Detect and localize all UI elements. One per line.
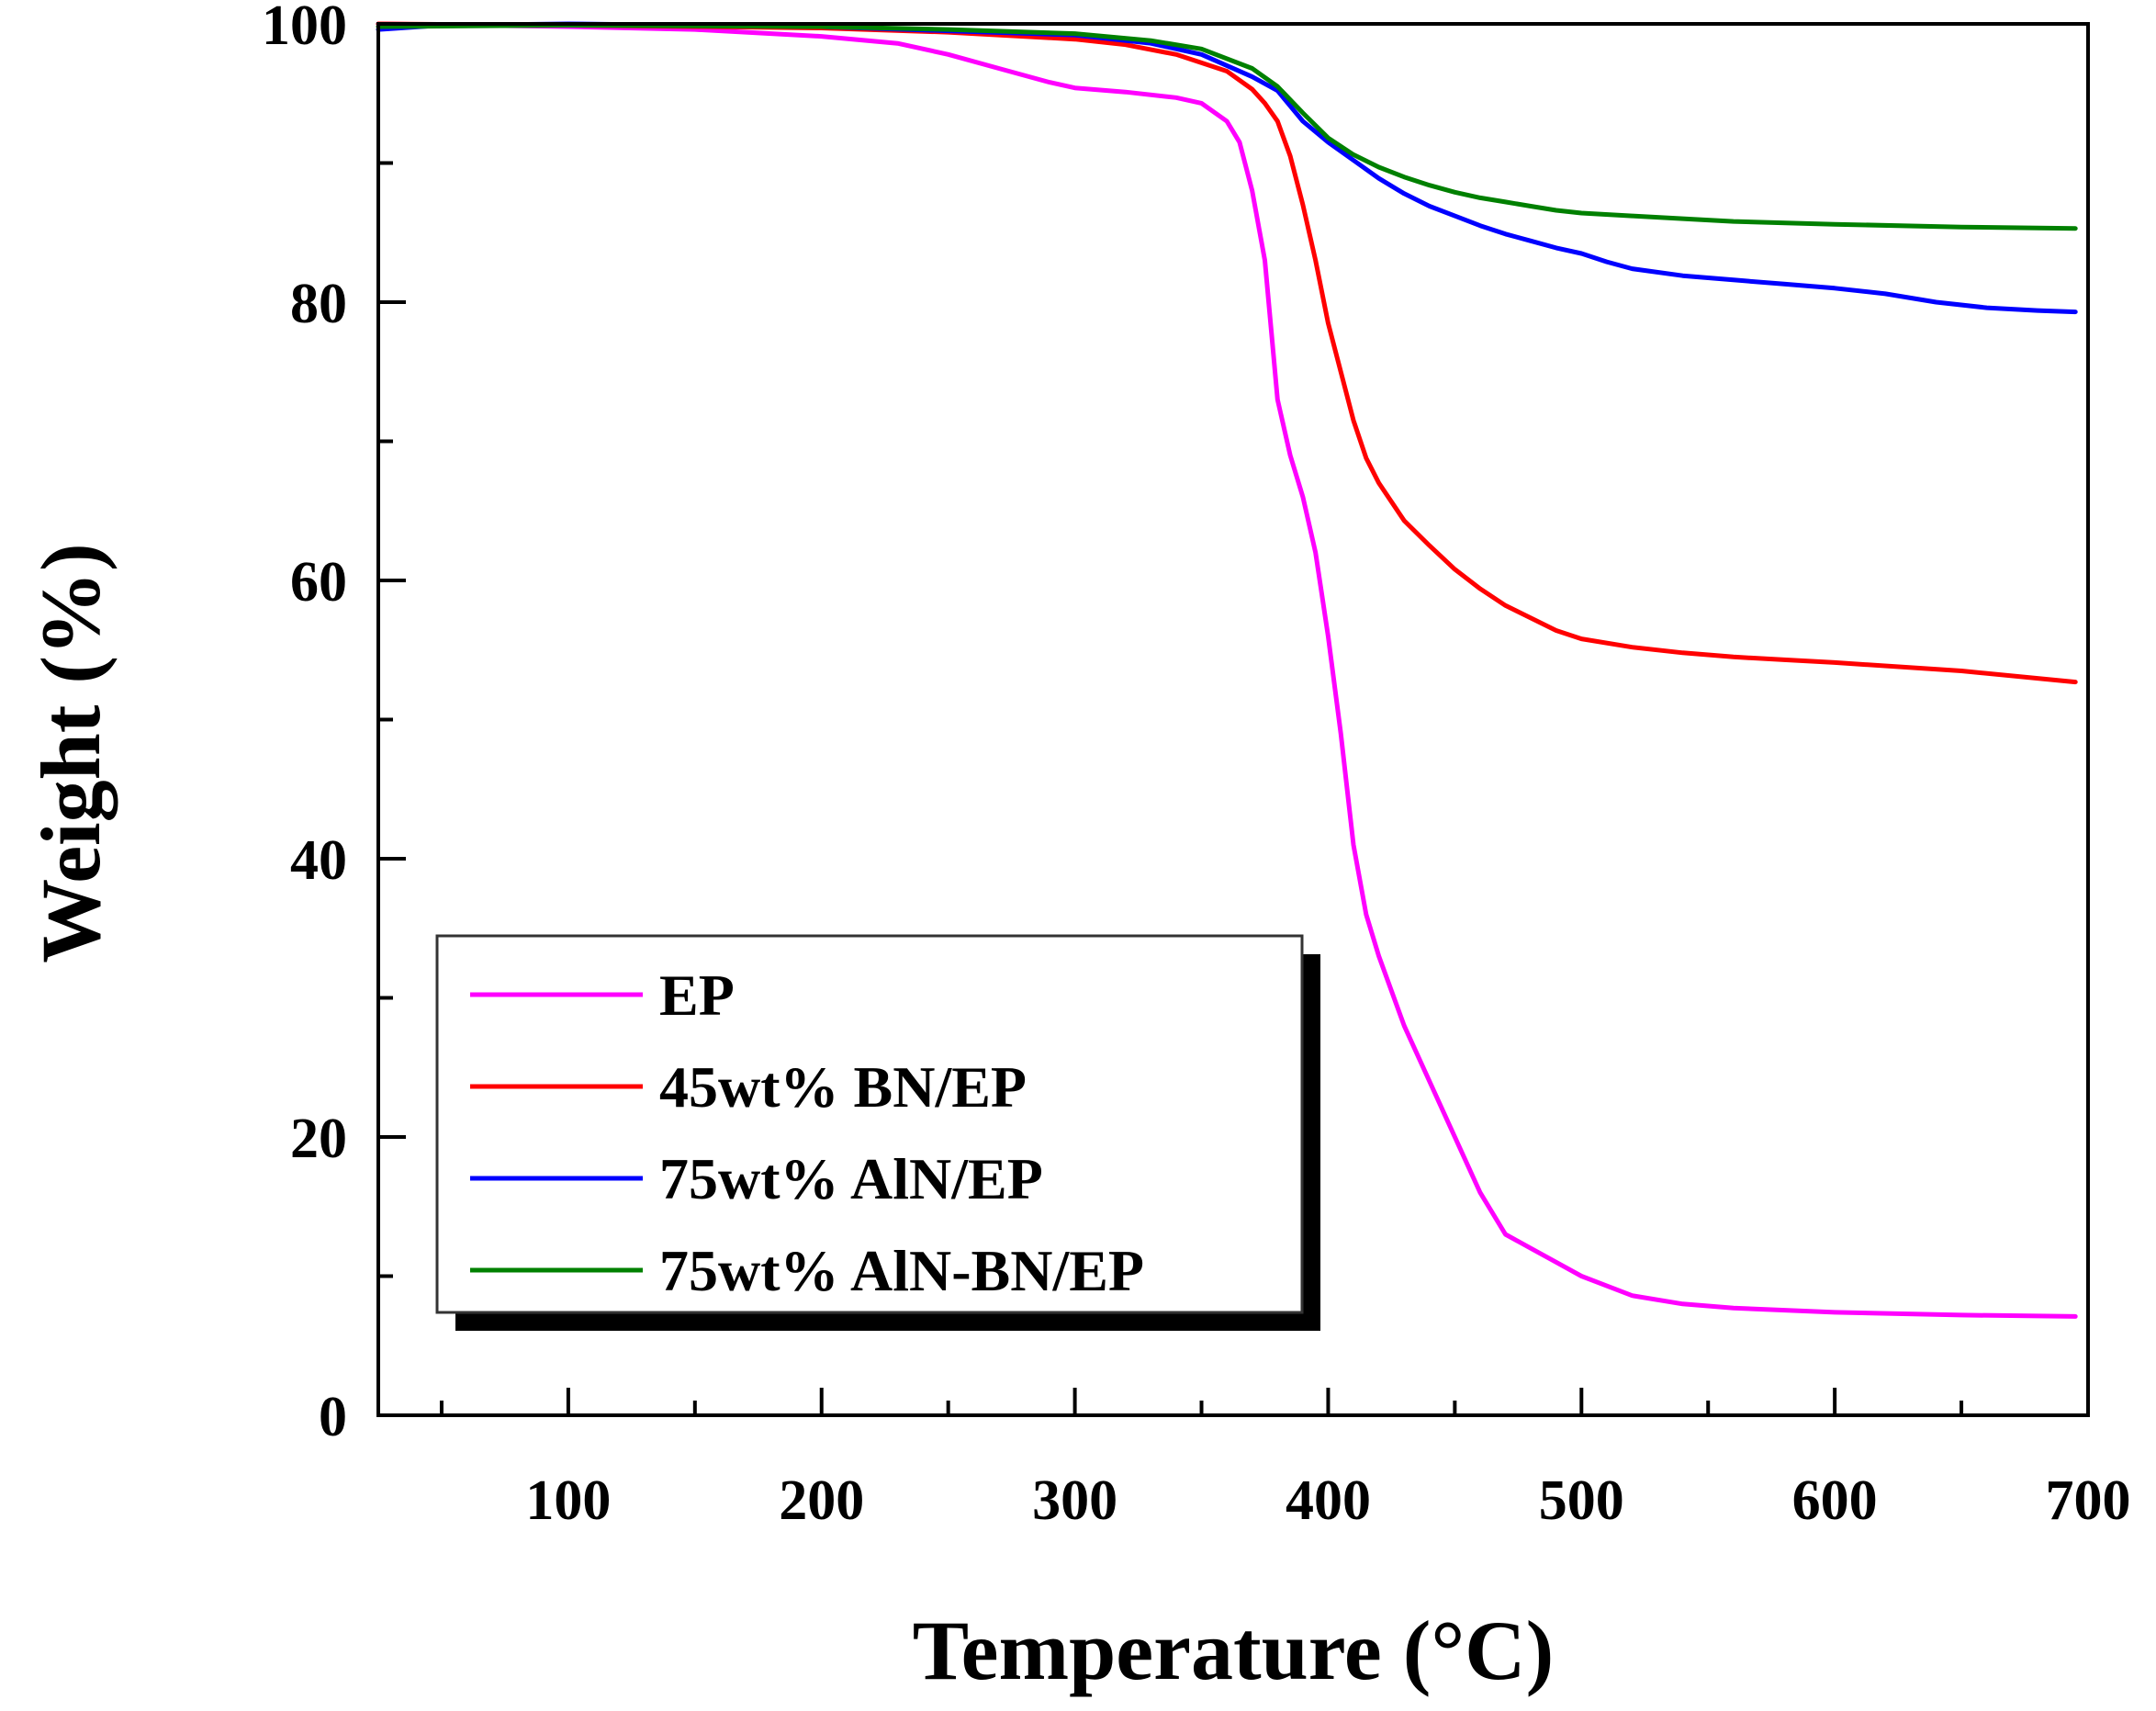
x-tick-label: 700 xyxy=(2046,1469,2131,1532)
legend: EP 45wt% BN/EP 75wt% AlN/EP 75wt% AlN-BN/EP xyxy=(435,934,1320,1331)
legend-label: 75wt% AlN/EP xyxy=(659,1146,1043,1211)
plot-frame xyxy=(376,22,2090,1417)
x-tick-label: 300 xyxy=(1032,1469,1117,1532)
series-line-2 xyxy=(376,21,2078,315)
x-tick-label: 600 xyxy=(1792,1469,1878,1532)
legend-label: 45wt% BN/EP xyxy=(659,1054,1027,1120)
x-tick-label: 100 xyxy=(525,1469,611,1532)
y-tick-label: 60 xyxy=(290,551,347,613)
legend-label: EP xyxy=(659,962,735,1028)
legend-box xyxy=(435,934,1304,1314)
series-layer xyxy=(376,21,2078,1319)
minor-ticks xyxy=(378,161,1964,1415)
x-tick-label: 200 xyxy=(779,1469,864,1532)
legend-items: EP 45wt% BN/EP 75wt% AlN/EP 75wt% AlN-BN/EP xyxy=(470,962,1144,1303)
y-tick-label: 20 xyxy=(290,1108,347,1170)
legend-label: 75wt% AlN-BN/EP xyxy=(659,1238,1144,1303)
y-tick-label: 80 xyxy=(290,273,347,335)
series-line-1 xyxy=(376,21,2078,685)
y-axis-title: Weight (%) xyxy=(24,543,118,962)
series-line-3 xyxy=(376,23,2078,231)
y-tick-label: 0 xyxy=(319,1386,347,1448)
major-ticks xyxy=(378,300,1837,1415)
x-tick-labels: 100 200 300 400 500 600 700 xyxy=(525,1469,2130,1532)
y-tick-label: 40 xyxy=(290,829,347,892)
x-tick-label: 400 xyxy=(1286,1469,1371,1532)
y-tick-labels: 0 20 40 60 80 100 xyxy=(262,0,347,1448)
y-tick-label: 100 xyxy=(262,0,347,57)
series-line-0 xyxy=(376,21,2078,1319)
x-tick-label: 500 xyxy=(1539,1469,1624,1532)
x-axis-title: Temperature (°C) xyxy=(913,1604,1555,1697)
